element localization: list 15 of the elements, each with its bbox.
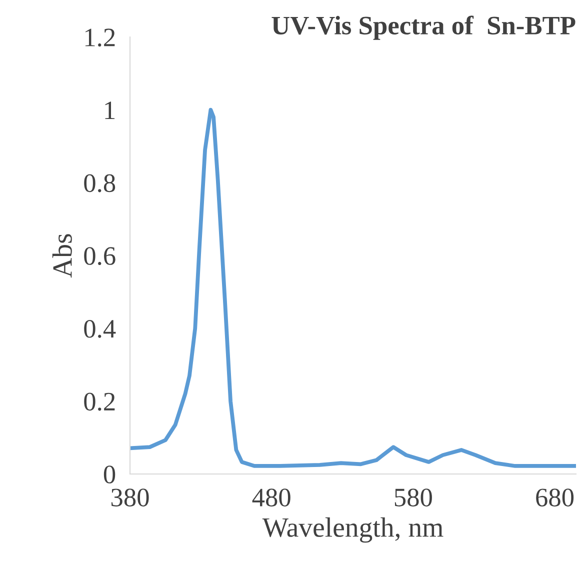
line-series [130,108,576,468]
y-axis-title: Abs [52,234,72,278]
y-tick-label: 0.2 [84,392,115,411]
y-tick-label: 0.8 [84,174,116,192]
x-tick-label: 580 [394,488,432,506]
y-tick-label: 0.4 [84,320,116,338]
y-tick-label: 1 [105,102,115,119]
x-axis-title: Wavelength, nm [262,517,444,543]
y-tick-label: 0 [104,466,116,484]
x-tick-label: 680 [536,488,574,506]
x-tick-label: 380 [111,488,149,506]
x-tick-label: 480 [252,488,290,506]
y-tick-label: 0.6 [84,247,116,266]
y-tick-label: 1.2 [85,28,115,47]
chart-title: UV-Vis Spectra of Sn-BTP [272,16,576,40]
